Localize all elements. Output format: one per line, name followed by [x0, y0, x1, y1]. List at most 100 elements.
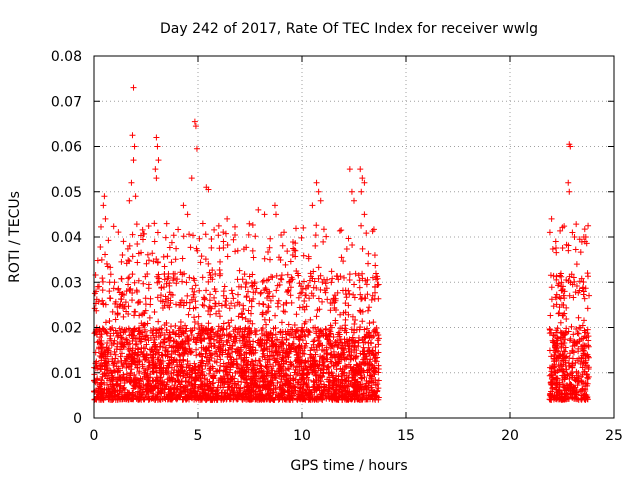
data-point — [272, 357, 279, 364]
data-point — [101, 357, 108, 364]
data-point — [282, 261, 289, 268]
data-point — [246, 220, 253, 227]
data-point — [108, 341, 115, 348]
data-point — [320, 238, 327, 245]
data-point — [252, 233, 259, 240]
data-point — [211, 342, 218, 349]
data-point — [278, 319, 285, 326]
data-point — [184, 382, 191, 389]
y-axis-label: ROTI / TECUs — [7, 191, 23, 283]
data-point — [125, 257, 132, 264]
data-point — [553, 276, 560, 283]
data-point — [243, 293, 250, 300]
data-point — [333, 375, 340, 382]
data-point — [560, 312, 567, 319]
data-point — [560, 384, 567, 391]
data-point — [584, 380, 591, 387]
data-point — [157, 332, 164, 339]
data-point — [114, 341, 121, 348]
data-point — [248, 303, 255, 310]
data-point — [192, 123, 199, 130]
data-point — [179, 373, 186, 380]
data-point — [223, 364, 230, 371]
data-point — [224, 387, 231, 394]
data-point — [571, 278, 578, 285]
data-point — [234, 299, 241, 306]
data-point — [250, 373, 257, 380]
data-point — [369, 274, 376, 281]
data-point — [154, 375, 161, 382]
data-point — [171, 384, 178, 391]
data-point — [120, 238, 127, 245]
data-point — [243, 343, 250, 350]
data-point — [98, 341, 105, 348]
data-point — [232, 248, 239, 255]
data-point — [155, 318, 162, 325]
data-point — [224, 351, 231, 358]
data-point — [575, 314, 582, 321]
y-tick-label: 0.01 — [51, 366, 82, 382]
data-point — [189, 285, 196, 292]
data-point — [177, 318, 184, 325]
data-point — [109, 388, 116, 395]
data-point — [313, 344, 320, 351]
data-point — [250, 254, 257, 261]
data-point — [206, 269, 213, 276]
data-point — [130, 84, 137, 91]
data-point — [273, 337, 280, 344]
data-point — [568, 391, 575, 398]
data-point — [293, 268, 300, 275]
data-point — [283, 336, 290, 343]
data-point — [316, 333, 323, 340]
data-point — [247, 349, 254, 356]
data-point — [156, 381, 163, 388]
data-point — [124, 245, 131, 252]
data-point — [299, 350, 306, 357]
data-point — [145, 358, 152, 365]
data-point — [304, 383, 311, 390]
data-point — [227, 354, 234, 361]
data-point — [555, 386, 562, 393]
data-point — [177, 324, 184, 331]
data-point — [136, 389, 143, 396]
data-point — [154, 143, 161, 150]
data-point — [214, 396, 221, 403]
data-point — [346, 290, 353, 297]
data-point — [248, 279, 255, 286]
data-point — [580, 347, 587, 354]
data-point — [310, 377, 317, 384]
data-point — [142, 273, 149, 280]
data-point — [350, 373, 357, 380]
data-point — [296, 385, 303, 392]
data-point — [184, 333, 191, 340]
data-point — [371, 365, 378, 372]
data-point — [548, 388, 555, 395]
data-point — [303, 303, 310, 310]
data-point — [231, 302, 238, 309]
data-point — [252, 381, 259, 388]
data-point — [143, 260, 150, 267]
data-point — [141, 310, 148, 317]
data-point — [373, 276, 380, 283]
data-point — [252, 289, 259, 296]
data-point — [330, 382, 337, 389]
data-point — [560, 340, 567, 347]
data-point — [332, 306, 339, 313]
data-point — [324, 376, 331, 383]
data-point — [283, 371, 290, 378]
data-point — [569, 355, 576, 362]
data-point — [250, 295, 257, 302]
data-point — [137, 298, 144, 305]
data-point — [374, 381, 381, 388]
data-point — [136, 335, 143, 342]
data-point — [186, 367, 193, 374]
data-point — [153, 175, 160, 182]
x-tick-label: 20 — [501, 428, 519, 444]
data-point — [193, 352, 200, 359]
data-point — [346, 396, 353, 402]
data-point — [112, 327, 119, 334]
data-point — [126, 391, 133, 398]
data-point — [222, 298, 229, 305]
data-point — [228, 300, 235, 307]
data-point — [235, 313, 242, 320]
